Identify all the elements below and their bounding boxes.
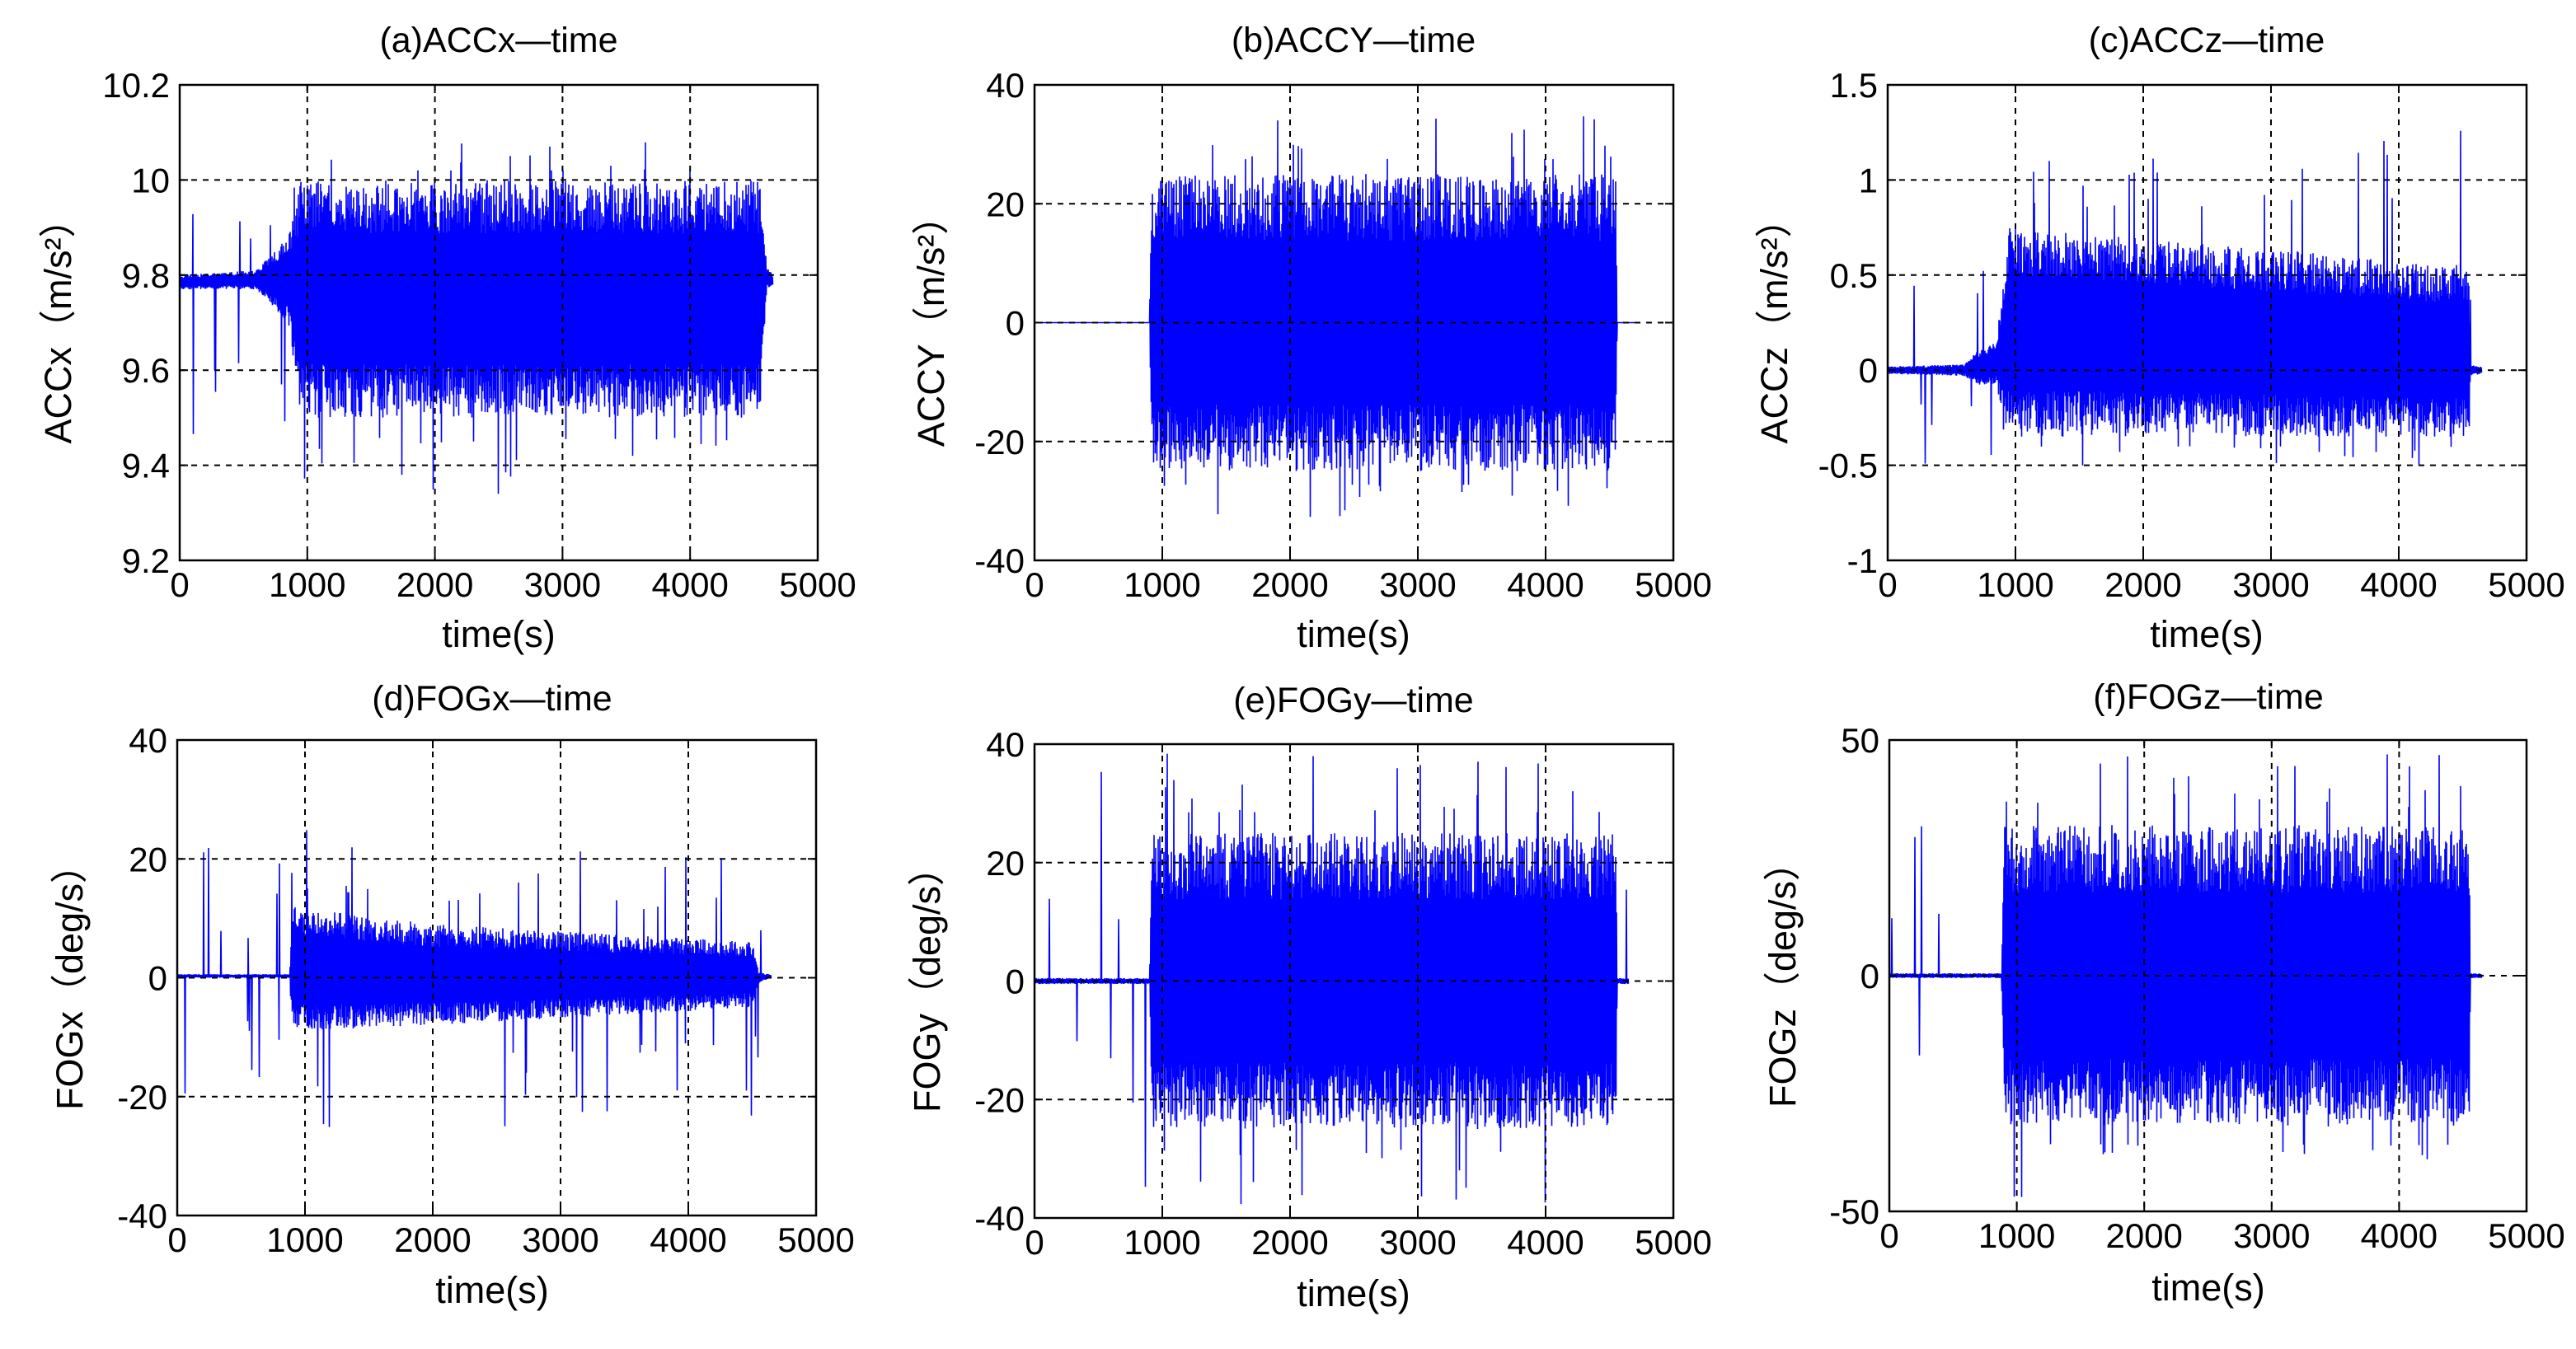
panel-f-series-FOGz — [1889, 754, 2483, 1197]
panel-e-xtick-label: 3000 — [1379, 1223, 1456, 1262]
panel-e-ytick-label: -40 — [974, 1199, 1025, 1238]
panel-b-xtick-label: 3000 — [1379, 565, 1456, 604]
panel-f: (f)FOGz—time time(s) FOGz（deg/s） 0 1000 20… — [1762, 677, 2565, 1309]
panel-d-xtick-label: 2000 — [394, 1220, 471, 1259]
panel-c-ylabel: ACCz（m/s²） — [1753, 201, 1795, 444]
panel-f-ytick-label: 0 — [1860, 957, 1879, 995]
panel-e-xtick-label: 4000 — [1507, 1223, 1584, 1262]
panel-a-title: (a)ACCx—time — [379, 21, 617, 60]
panel-e-ytick-label: 0 — [1006, 963, 1025, 1001]
panel-c-xtick-label: 2000 — [2104, 565, 2181, 604]
panel-d-ytick-label: -40 — [117, 1197, 167, 1235]
panel-b-ytick-label: 0 — [1006, 304, 1025, 343]
panel-d-series-FOGx — [177, 830, 772, 1127]
panel-d-xtick-label: 5000 — [777, 1220, 854, 1259]
panel-a-xtick-label: 1000 — [269, 565, 345, 604]
panel-a-xtick-label: 4000 — [651, 565, 728, 604]
panel-b-title: (b)ACCY—time — [1232, 21, 1476, 60]
panel-d-xtick-label: 1000 — [266, 1220, 343, 1259]
panel-b-series-ACCY — [1035, 116, 1635, 518]
panel-c-xtick-label: 3000 — [2232, 565, 2309, 604]
panel-f-ylabel: FOGz（deg/s） — [1762, 844, 1804, 1108]
panel-f-xtick-label: 1000 — [1978, 1216, 2055, 1255]
panel-c-xtick-label: 5000 — [2488, 565, 2564, 604]
panel-b-xtick-label: 0 — [1025, 565, 1044, 604]
panel-b: (b)ACCY—time time(s) ACCY（m/s²） 0 1000 200… — [910, 21, 1712, 655]
panel-e-ytick-label: 40 — [986, 725, 1025, 764]
panel-e-xtick-label: 2000 — [1251, 1223, 1328, 1262]
panel-b-ytick-label: 20 — [986, 185, 1025, 223]
panel-f-xtick-label: 3000 — [2233, 1216, 2310, 1255]
panel-d-ytick-label: -20 — [117, 1078, 167, 1117]
panel-c-xlabel: time(s) — [2150, 613, 2263, 655]
panel-c-axes-box — [1886, 83, 2528, 562]
panel-b-xtick-label: 1000 — [1124, 565, 1200, 604]
panel-a: (a)ACCx—time time(s) ACCx（m/s²） 0 1000 200… — [37, 21, 856, 655]
panel-d-ylabel: FOGx（deg/s） — [49, 846, 91, 1110]
panel-d-xtick-label: 0 — [167, 1220, 186, 1259]
panel-c: (c)ACCz—time time(s) ACCz（m/s²） 0 1000 200… — [1753, 21, 2565, 655]
panel-e-xlabel: time(s) — [1297, 1272, 1410, 1314]
panel-a-ytick-label: 9.8 — [122, 256, 170, 295]
panel-c-title: (c)ACCz—time — [2089, 21, 2325, 60]
panel-b-xtick-label: 4000 — [1507, 565, 1584, 604]
panel-d-ytick-label: 40 — [129, 721, 167, 760]
panel-c-ytick-label: 0.5 — [1830, 256, 1878, 295]
panel-e-xtick-label: 5000 — [1635, 1223, 1711, 1262]
panel-d-xlabel: time(s) — [435, 1269, 548, 1311]
panel-b-ylabel: ACCY（m/s²） — [910, 198, 952, 447]
panel-a-axes-box — [178, 83, 819, 562]
panel-a-xlabel: time(s) — [442, 613, 555, 655]
panel-e-xtick-label: 1000 — [1124, 1223, 1200, 1262]
panel-d: (d)FOGx—time time(s) FOGx（deg/s） 0 1000 20… — [49, 679, 855, 1311]
panel-f-xtick-label: 5000 — [2488, 1216, 2564, 1255]
panel-e-title: (e)FOGy—time — [1233, 681, 1473, 720]
panel-a-xtick-label: 3000 — [524, 565, 601, 604]
panel-c-ytick-label: -0.5 — [1818, 447, 1878, 485]
panel-c-ytick-label: 0 — [1859, 351, 1878, 390]
panel-b-xlabel: time(s) — [1297, 613, 1410, 655]
panel-a-ytick-label: 10.2 — [102, 66, 170, 105]
panel-a-xtick-label: 0 — [170, 565, 189, 604]
panel-d-title: (d)FOGx—time — [372, 679, 612, 719]
panel-e: (e)FOGy—time time(s) FOGy（deg/s） 0 1000 20… — [906, 681, 1712, 1314]
panel-f-ytick-label: 50 — [1841, 721, 1879, 760]
panel-a-ylabel: ACCx（m/s²） — [37, 201, 79, 444]
panel-a-xtick-label: 2000 — [396, 565, 473, 604]
panel-a-ytick-label: 9.4 — [122, 447, 170, 485]
panel-c-ytick-label: 1.5 — [1830, 66, 1878, 105]
panel-d-xtick-label: 4000 — [650, 1220, 726, 1259]
panel-f-xtick-label: 2000 — [2105, 1216, 2182, 1255]
panel-e-ytick-label: 20 — [986, 844, 1025, 883]
panel-a-ytick-label: 9.2 — [122, 541, 170, 580]
panel-b-xtick-label: 5000 — [1635, 565, 1711, 604]
panel-f-xtick-label: 4000 — [2361, 1216, 2438, 1255]
panel-a-series-ACCx — [180, 142, 774, 494]
panel-a-xtick-label: 5000 — [779, 565, 856, 604]
panel-f-title: (f)FOGz—time — [2093, 677, 2323, 717]
panel-e-xtick-label: 0 — [1025, 1223, 1044, 1262]
panel-f-xlabel: time(s) — [2151, 1267, 2264, 1309]
panel-b-xtick-label: 2000 — [1251, 565, 1328, 604]
panel-c-xtick-label: 4000 — [2360, 565, 2437, 604]
panel-b-ytick-label: -20 — [974, 423, 1025, 461]
panel-c-series-ACCz — [1888, 130, 2483, 466]
panel-a-ytick-label: 9.6 — [122, 351, 170, 390]
panel-d-xtick-label: 3000 — [522, 1220, 598, 1259]
panel-e-ytick-label: -20 — [974, 1080, 1025, 1119]
panel-e-series-FOGy — [1035, 753, 1630, 1205]
panel-a-ytick-label: 10 — [131, 161, 170, 199]
panel-b-ytick-label: -40 — [974, 541, 1025, 580]
panel-c-ytick-label: 1 — [1859, 161, 1878, 199]
panel-c-xtick-label: 1000 — [1977, 565, 2053, 604]
panel-d-ytick-label: 20 — [129, 840, 167, 878]
panel-d-ytick-label: 0 — [148, 959, 167, 998]
panel-f-ytick-label: -50 — [1829, 1192, 1879, 1231]
panel-e-ylabel: FOGy（deg/s） — [906, 849, 948, 1112]
panel-c-ytick-label: -1 — [1847, 541, 1878, 580]
panel-b-ytick-label: 40 — [986, 66, 1025, 105]
panel-f-xtick-label: 0 — [1879, 1216, 1898, 1255]
panel-c-xtick-label: 0 — [1878, 565, 1897, 604]
